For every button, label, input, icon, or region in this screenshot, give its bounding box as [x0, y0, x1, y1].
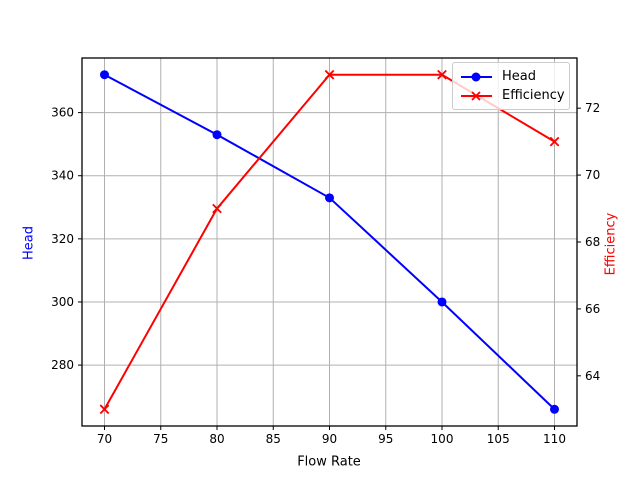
x-tick-label: 110	[543, 432, 566, 446]
y-axis-label-left: Head	[21, 226, 37, 260]
x-tick-label: 80	[209, 432, 224, 446]
efficiency-marker	[549, 136, 560, 147]
x-axis-label: Flow Rate	[297, 454, 361, 470]
y-tick-label-right: 64	[585, 369, 600, 383]
y-tick-label-left: 360	[51, 106, 74, 120]
legend: Head Efficiency	[452, 62, 570, 110]
efficiency-line-key-icon	[461, 90, 492, 101]
y-tick-label-right: 72	[585, 101, 600, 115]
y-axis-label-right: Efficiency	[603, 212, 619, 276]
efficiency-marker	[212, 203, 222, 214]
x-tick-label: 75	[153, 432, 168, 446]
head-marker	[550, 404, 559, 414]
head-marker	[437, 297, 447, 307]
head-line-key-icon	[461, 72, 492, 81]
y-tick-label-left: 300	[51, 295, 74, 309]
y-tick-label-right: 68	[585, 235, 600, 249]
y-tick-label-left: 320	[51, 232, 74, 246]
legend-label-efficiency: Efficiency	[502, 88, 565, 103]
head-marker	[325, 193, 334, 203]
y-tick-label-left: 340	[51, 169, 74, 183]
y-tick-label-left: 280	[51, 358, 74, 372]
x-tick-label: 105	[487, 432, 510, 446]
x-tick-label: 95	[378, 432, 393, 446]
head-marker	[212, 130, 222, 140]
y-tick-label-right: 70	[585, 168, 600, 182]
legend-item-efficiency: Efficiency	[460, 88, 565, 103]
efficiency-marker	[437, 69, 447, 80]
legend-item-head: Head	[460, 70, 562, 83]
legend-label-head: Head	[502, 69, 536, 84]
x-tick-label: 90	[322, 432, 337, 446]
y-tick-label-right: 66	[585, 302, 600, 316]
efficiency-marker	[324, 69, 335, 80]
efficiency-marker	[99, 404, 110, 415]
x-tick-label: 70	[97, 432, 112, 446]
x-tick-label: 85	[266, 432, 281, 446]
x-tick-label: 100	[431, 432, 454, 446]
head-marker	[100, 70, 109, 80]
